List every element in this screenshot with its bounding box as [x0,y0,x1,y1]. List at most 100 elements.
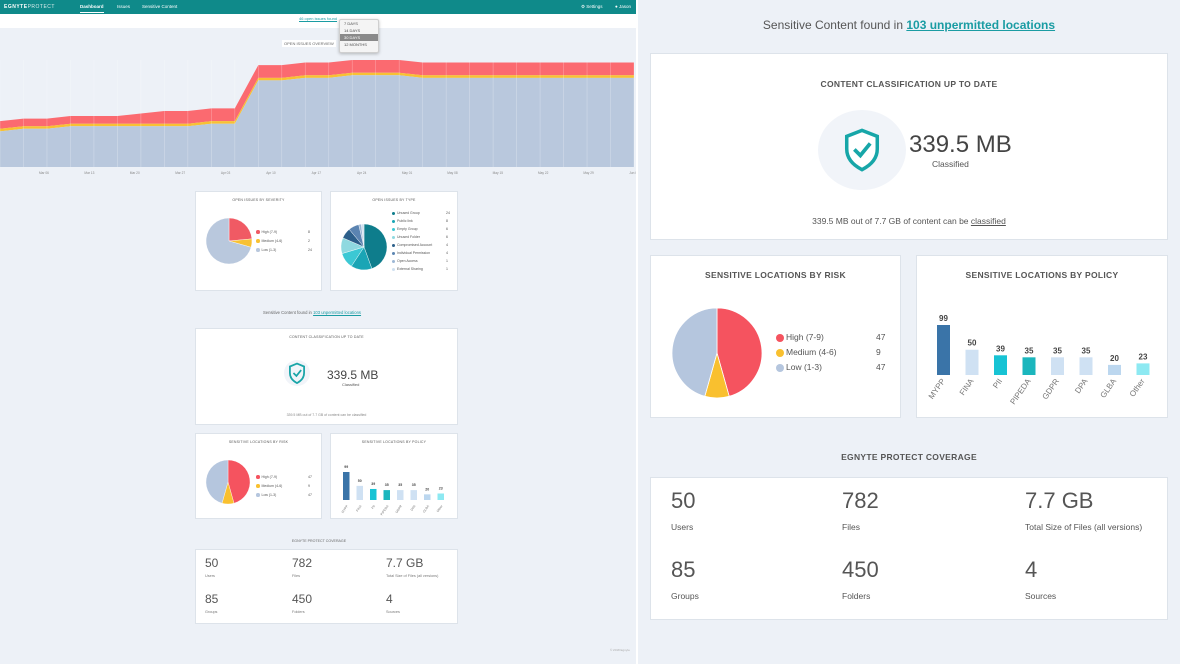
legend-count: 47 [308,493,312,497]
classified-label: Classified [342,382,360,387]
legend-swatch [776,348,784,357]
tab-dashboard[interactable]: Dashboard [80,4,104,13]
legend-item: Empty Group 6 [392,227,448,231]
open-issues-by-type-card: OPEN ISSUES BY TYPE Unused Group 24 Public… [330,191,458,291]
severity-slice [228,217,253,242]
open-issues-link[interactable]: 46 open issues found [299,16,338,21]
range-option[interactable]: 12 MONTHS [344,42,367,47]
x-tick-label: May 15 [493,171,504,175]
bar-category-label: PII [371,504,377,510]
bar-category-label: GDPR [395,504,404,514]
legend-swatch [776,363,784,372]
legend-item: Public link 8 [392,219,448,223]
legend-label: Medium (4-6) [786,347,837,357]
x-tick-label: Apr 17 [312,171,322,175]
policy-bar [965,349,979,375]
egnyte-protect-logo[interactable]: EGNYTEPROTECT [4,4,55,10]
card-title: SENSITIVE LOCATIONS BY POLICY [361,440,427,444]
type-slice [363,223,388,269]
x-tick-label: Jun 05 [629,171,638,175]
high-severity-area [0,60,634,129]
legend-label: External Sharing [397,267,423,271]
groups-label: Groups [205,610,218,614]
policy-bar [1108,364,1121,375]
legend-count: 1 [446,267,448,271]
range-option[interactable]: 14 DAYS [344,28,361,33]
bar-category-label: GDPR [1041,377,1062,401]
open-issues-area-chart: Mar 06 Mar 13 Mar 20 Mar 27 Apr 03 Apr 10 Apr … [0,60,638,175]
legend-count: 6 [446,235,448,239]
legend-swatch [256,239,260,243]
policy-bar-chart-small: 99 MYPP 50 FINA 39 PII 35 PIPEDA 35 GDPR 35 DPA 20 GL… [341,465,444,516]
legend-swatch [392,227,395,231]
total-size-label: Total Size of Files (all versions) [1025,522,1143,532]
legend-swatch [392,267,395,271]
time-range-dropdown[interactable]: 7 DAYS 14 DAYS 30 DAYS 12 MONTHS [339,19,379,53]
bar-value-label: 35 [412,483,416,487]
policy-bar [1079,357,1093,375]
tab-sensitive-content[interactable]: Sensitive Content [142,4,178,9]
legend-swatch [256,230,260,234]
users-label: Users [671,522,694,532]
folders-count: 450 [292,592,313,606]
legend-swatch [776,333,784,342]
x-tick-label: Mar 27 [175,171,185,175]
legend-item: Medium (4-6) 9 [256,484,310,488]
bar-value-label: 20 [425,487,429,491]
legend-label: Individual Permission [397,251,431,255]
settings-link[interactable]: ⚙ Settings [581,4,603,9]
open-issues-by-severity-card: OPEN ISSUES BY SEVERITY High (7-9) 8 Mediu… [195,191,322,291]
user-menu[interactable]: ● Jason [615,4,631,9]
dashboard-overview-panel: EGNYTEPROTECT Dashboard Issues Sensitive… [0,0,638,664]
legend-count: 47 [876,362,886,372]
legend-item: Medium (4-6) 9 [776,347,881,357]
total-size-value: 7.7 GB [386,556,424,570]
range-option[interactable]: 7 DAYS [344,21,358,26]
unpermitted-locations-link[interactable]: 103 unpermitted locations [313,310,362,315]
legend-count: 47 [308,475,312,479]
legend-swatch [256,248,260,252]
classified-link[interactable]: classified [970,216,1006,226]
bar-category-label: MYPP [927,377,947,401]
bar-category-label: GLBA [1099,376,1119,399]
policy-bar [937,325,950,375]
coverage-title: EGNYTE PROTECT COVERAGE [841,452,977,462]
legend-item: High (7-9) 47 [776,332,885,342]
sensitive-risk-card-small: SENSITIVE LOCATIONS BY RISK High (7-9) 47… [195,433,322,519]
bar-value-label: 50 [358,479,362,483]
policy-bar [383,490,390,500]
policy-bar [424,494,431,500]
files-label: Files [842,522,860,532]
sensitive-content-header: Sensitive Content found in 103 unpermitt… [762,18,1056,32]
bar-category-label: Other [436,504,444,514]
coverage-card-small: 50 Users 782 Files 7.7 GB Total Size of … [195,549,458,624]
tab-issues[interactable]: Issues [117,4,131,9]
legend-label: Public link [397,219,413,223]
x-tick-label: Apr 24 [357,171,367,175]
shield-icon-circle [284,360,310,386]
bar-category-label: FINA [355,504,363,513]
legend-count: 24 [446,211,450,215]
coverage-title-small: EGNYTE PROTECT COVERAGE [291,539,347,543]
folders-label: Folders [842,591,871,601]
range-option-selected[interactable]: 30 DAYS [340,34,378,41]
legend-label: Unused Folder [397,235,420,239]
bar-value-label: 50 [968,339,977,348]
legend-count: 47 [876,332,886,342]
legend-swatch [392,243,395,247]
bar-value-label: 35 [1025,346,1034,355]
card-title: SENSITIVE LOCATIONS BY RISK [228,440,289,444]
legend-count: 8 [446,219,448,223]
unpermitted-locations-link[interactable]: 103 unpermitted locations [906,18,1056,32]
open-issues-overview-label: OPEN ISSUES OVERVIEW [282,40,336,47]
x-tick-label: Apr 10 [266,171,276,175]
legend-label: High (7-9) [261,475,278,479]
bar-category-label: GLBA [422,504,431,514]
files-count: 782 [842,488,879,513]
x-tick-label: May 22 [538,171,549,175]
classified-size: 339.5 MB [327,368,379,382]
bar-category-label: PII [991,377,1004,390]
legend-count: 9 [876,347,881,357]
bar-category-label: PIPEDA [1008,376,1033,406]
folders-label: Folders [292,610,305,614]
